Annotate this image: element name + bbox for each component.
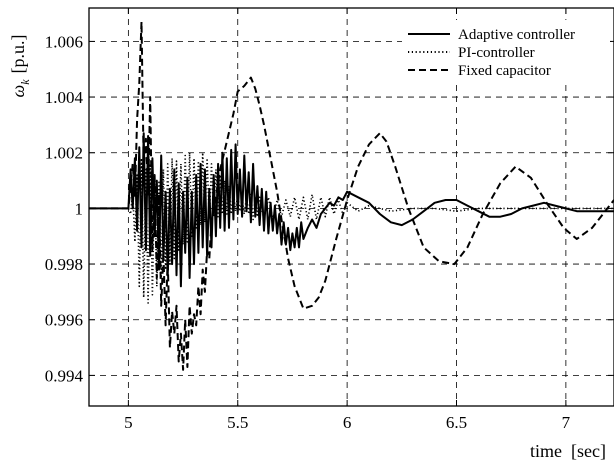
y-axis-symbol: ω <box>8 85 28 98</box>
tick-labels: 5 5.5 6 6.5 7 0.994 0.996 0.998 1 1.002 1.004 1.006 <box>45 32 571 432</box>
legend-label-adaptive: Adaptive controller <box>458 27 575 43</box>
y-tick-label: 1.002 <box>45 144 83 163</box>
x-tick-label: 6 <box>343 413 352 432</box>
x-tick-label: 5 <box>124 413 133 432</box>
x-axis-label: time [sec] <box>530 441 606 461</box>
legend-label-fixed: Fixed capacitor <box>458 63 551 79</box>
y-axis-subscript: k <box>18 79 32 85</box>
y-tick-label: 1.004 <box>45 88 84 107</box>
x-tick-label: 6.5 <box>446 413 467 432</box>
y-tick-label: 1.006 <box>45 32 83 51</box>
legend-label-pi: PI-controller <box>458 45 535 61</box>
plot-frame <box>88 7 614 407</box>
ticks <box>89 8 614 406</box>
legend: Adaptive controller PI-controller Fixed … <box>402 20 610 80</box>
y-tick-label: 0.994 <box>45 366 84 385</box>
y-tick-label: 0.996 <box>45 311 83 330</box>
x-tick-label: 7 <box>562 413 571 432</box>
y-axis-unit: [p.u.] <box>8 34 28 73</box>
series-layer <box>89 20 614 371</box>
series-line-fixed-capacitor <box>89 20 614 371</box>
x-tick-label: 5.5 <box>227 413 248 432</box>
y-tick-label: 0.998 <box>45 255 83 274</box>
y-tick-label: 1 <box>75 199 84 218</box>
y-axis-label: ωk [p.u.] <box>8 34 32 97</box>
